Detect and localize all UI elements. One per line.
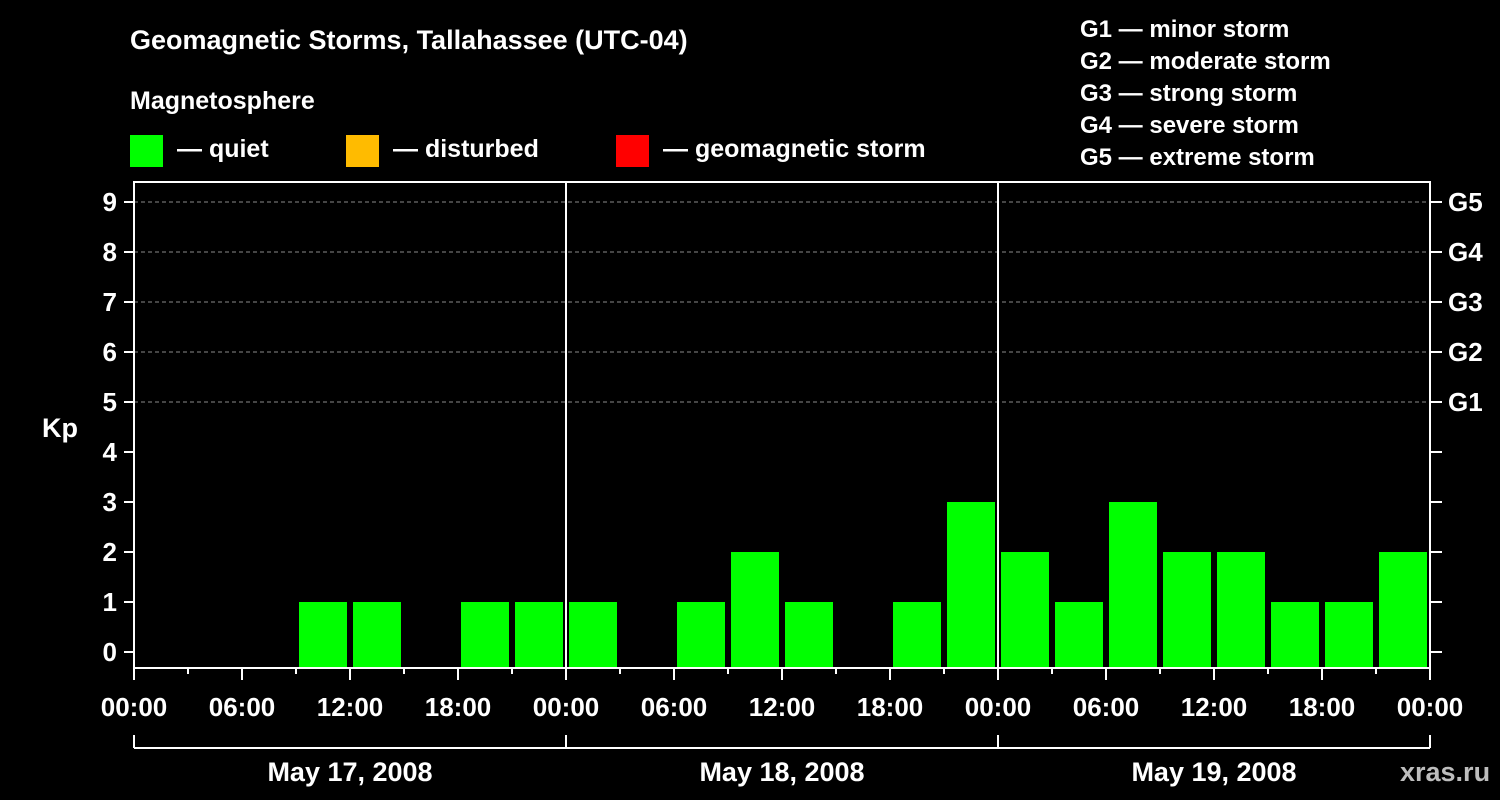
y-tick-label: 2	[103, 537, 117, 567]
y-tick-label: 1	[103, 587, 117, 617]
kp-bar	[1271, 602, 1319, 668]
kp-bar	[461, 602, 509, 668]
y-tick-label: 6	[103, 337, 117, 367]
x-tick-label: 18:00	[857, 692, 924, 722]
labels-layer: 0 1 2 3 4 5 6 7 8 9 G1 G2 G3 G4 G5 00:00 06:00 12:00 18:00…	[101, 187, 1483, 787]
legend-title: Magnetosphere	[130, 87, 315, 115]
g-level-label: G1	[1448, 387, 1483, 417]
scale-legend-g1: G1 — minor storm	[1080, 16, 1289, 43]
day-label: May 19, 2008	[1131, 757, 1296, 787]
grid-layer	[134, 201, 1430, 403]
x-tick-label: 18:00	[1289, 692, 1356, 722]
kp-bar	[1217, 552, 1265, 668]
x-tick-label: 06:00	[641, 692, 708, 722]
x-tick-label: 06:00	[209, 692, 276, 722]
legend-swatch-disturbed	[346, 135, 379, 167]
x-tick-label: 12:00	[749, 692, 816, 722]
kp-bar	[299, 602, 347, 668]
scale-legend-g2: G2 — moderate storm	[1080, 48, 1331, 75]
y-tick-label: 0	[103, 637, 117, 667]
kp-bar	[1109, 502, 1157, 668]
y-tick-label: 5	[103, 387, 117, 417]
kp-bar	[785, 602, 833, 668]
scale-legend-g5: G5 — extreme storm	[1080, 144, 1315, 171]
y-axis-label: Kp	[42, 413, 78, 443]
x-tick-label: 06:00	[1073, 692, 1140, 722]
bars-layer	[299, 502, 1427, 668]
x-tick-label: 00:00	[533, 692, 600, 722]
kp-bar	[677, 602, 725, 668]
y-tick-label: 3	[103, 487, 117, 517]
g-level-label: G4	[1448, 237, 1483, 267]
x-tick-label: 00:00	[101, 692, 168, 722]
day-label: May 18, 2008	[699, 757, 864, 787]
kp-bar	[1001, 552, 1049, 668]
x-tick-label: 12:00	[1181, 692, 1248, 722]
kp-bar	[1379, 552, 1427, 668]
kp-bar	[1325, 602, 1373, 668]
kp-bar	[1055, 602, 1103, 668]
kp-bar	[515, 602, 563, 668]
legend-label-quiet: — quiet	[177, 135, 269, 163]
watermark: xras.ru	[1400, 757, 1490, 787]
legend-swatch-quiet	[130, 135, 163, 167]
x-tick-label: 12:00	[317, 692, 384, 722]
x-tick-label: 00:00	[1397, 692, 1464, 722]
y-tick-label: 9	[103, 187, 117, 217]
kp-bar	[731, 552, 779, 668]
x-tick-label: 00:00	[965, 692, 1032, 722]
g-level-label: G3	[1448, 287, 1483, 317]
kp-bar	[353, 602, 401, 668]
kp-bar	[893, 602, 941, 668]
g-level-label: G5	[1448, 187, 1483, 217]
g-level-label: G2	[1448, 337, 1483, 367]
kp-bar	[1163, 552, 1211, 668]
day-label: May 17, 2008	[267, 757, 432, 787]
y-tick-label: 7	[103, 287, 117, 317]
scale-legend-g4: G4 — severe storm	[1080, 112, 1299, 139]
kp-bar	[569, 602, 617, 668]
y-tick-label: 4	[103, 437, 118, 467]
legend-label-disturbed: — disturbed	[393, 135, 539, 163]
kp-bar	[947, 502, 995, 668]
y-tick-label: 8	[103, 237, 117, 267]
legend-swatch-storm	[616, 135, 649, 167]
legend-label-storm: — geomagnetic storm	[663, 135, 926, 163]
x-tick-label: 18:00	[425, 692, 492, 722]
scale-legend-g3: G3 — strong storm	[1080, 80, 1297, 107]
axes-layer	[124, 181, 1442, 749]
chart-title: Geomagnetic Storms, Tallahassee (UTC-04)	[130, 25, 688, 55]
